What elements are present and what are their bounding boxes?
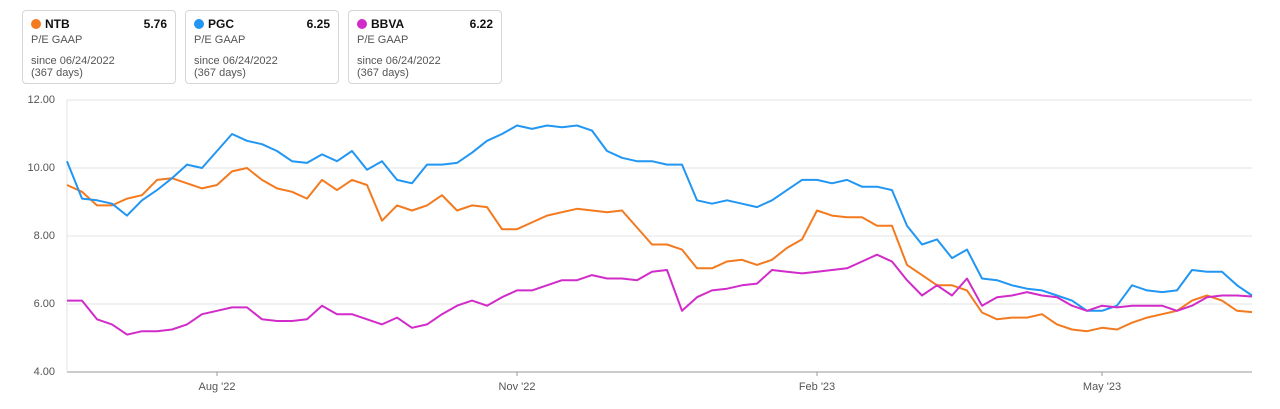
legend-swatch <box>357 19 367 29</box>
y-tick-label: 6.00 <box>34 298 55 310</box>
legend-header: PGC 6.25 <box>194 17 330 31</box>
legend-header: NTB 5.76 <box>31 17 167 31</box>
y-tick-label: 10.00 <box>27 162 55 174</box>
x-tick-label: Nov '22 <box>499 381 536 393</box>
latest-value: 6.22 <box>469 17 493 31</box>
latest-value: 5.76 <box>143 17 167 31</box>
period-label: since 06/24/2022 <box>194 55 278 67</box>
legend-swatch <box>31 19 41 29</box>
x-tick-label: Feb '23 <box>799 381 835 393</box>
x-tick-label: May '23 <box>1083 381 1121 393</box>
legend-card: BBVA 6.22 P/E GAAP since 06/24/2022 (367 day… <box>348 10 502 84</box>
days-label: (367 days) <box>357 67 409 79</box>
metric-label: P/E GAAP <box>194 34 246 46</box>
legend-label: BBVA <box>371 17 405 31</box>
legend-card: PGC 6.25 P/E GAAP since 06/24/2022 (367 days… <box>185 10 339 84</box>
legend: NTB 5.76 P/E GAAP since 06/24/2022 (367 days… <box>22 10 502 86</box>
y-tick-label: 4.00 <box>34 366 55 378</box>
y-tick-label: 8.00 <box>34 230 55 242</box>
period-label: since 06/24/2022 <box>357 55 441 67</box>
y-tick-label: 12.00 <box>27 94 55 106</box>
series-line <box>67 253 1253 336</box>
legend-label: PGC <box>208 17 235 31</box>
legend-card: NTB 5.76 P/E GAAP since 06/24/2022 (367 days… <box>22 10 176 84</box>
days-label: (367 days) <box>31 67 83 79</box>
metric-label: P/E GAAP <box>31 34 83 46</box>
x-tick-label: Aug '22 <box>199 381 236 393</box>
legend-header: BBVA 6.22 <box>357 17 493 31</box>
period-label: since 06/24/2022 <box>31 55 115 67</box>
days-label: (367 days) <box>194 67 246 79</box>
legend-swatch <box>194 19 204 29</box>
series-line <box>66 167 1253 333</box>
legend-label: NTB <box>45 17 70 31</box>
series-line <box>66 124 1253 312</box>
metric-label: P/E GAAP <box>357 34 409 46</box>
latest-value: 6.25 <box>306 17 330 31</box>
